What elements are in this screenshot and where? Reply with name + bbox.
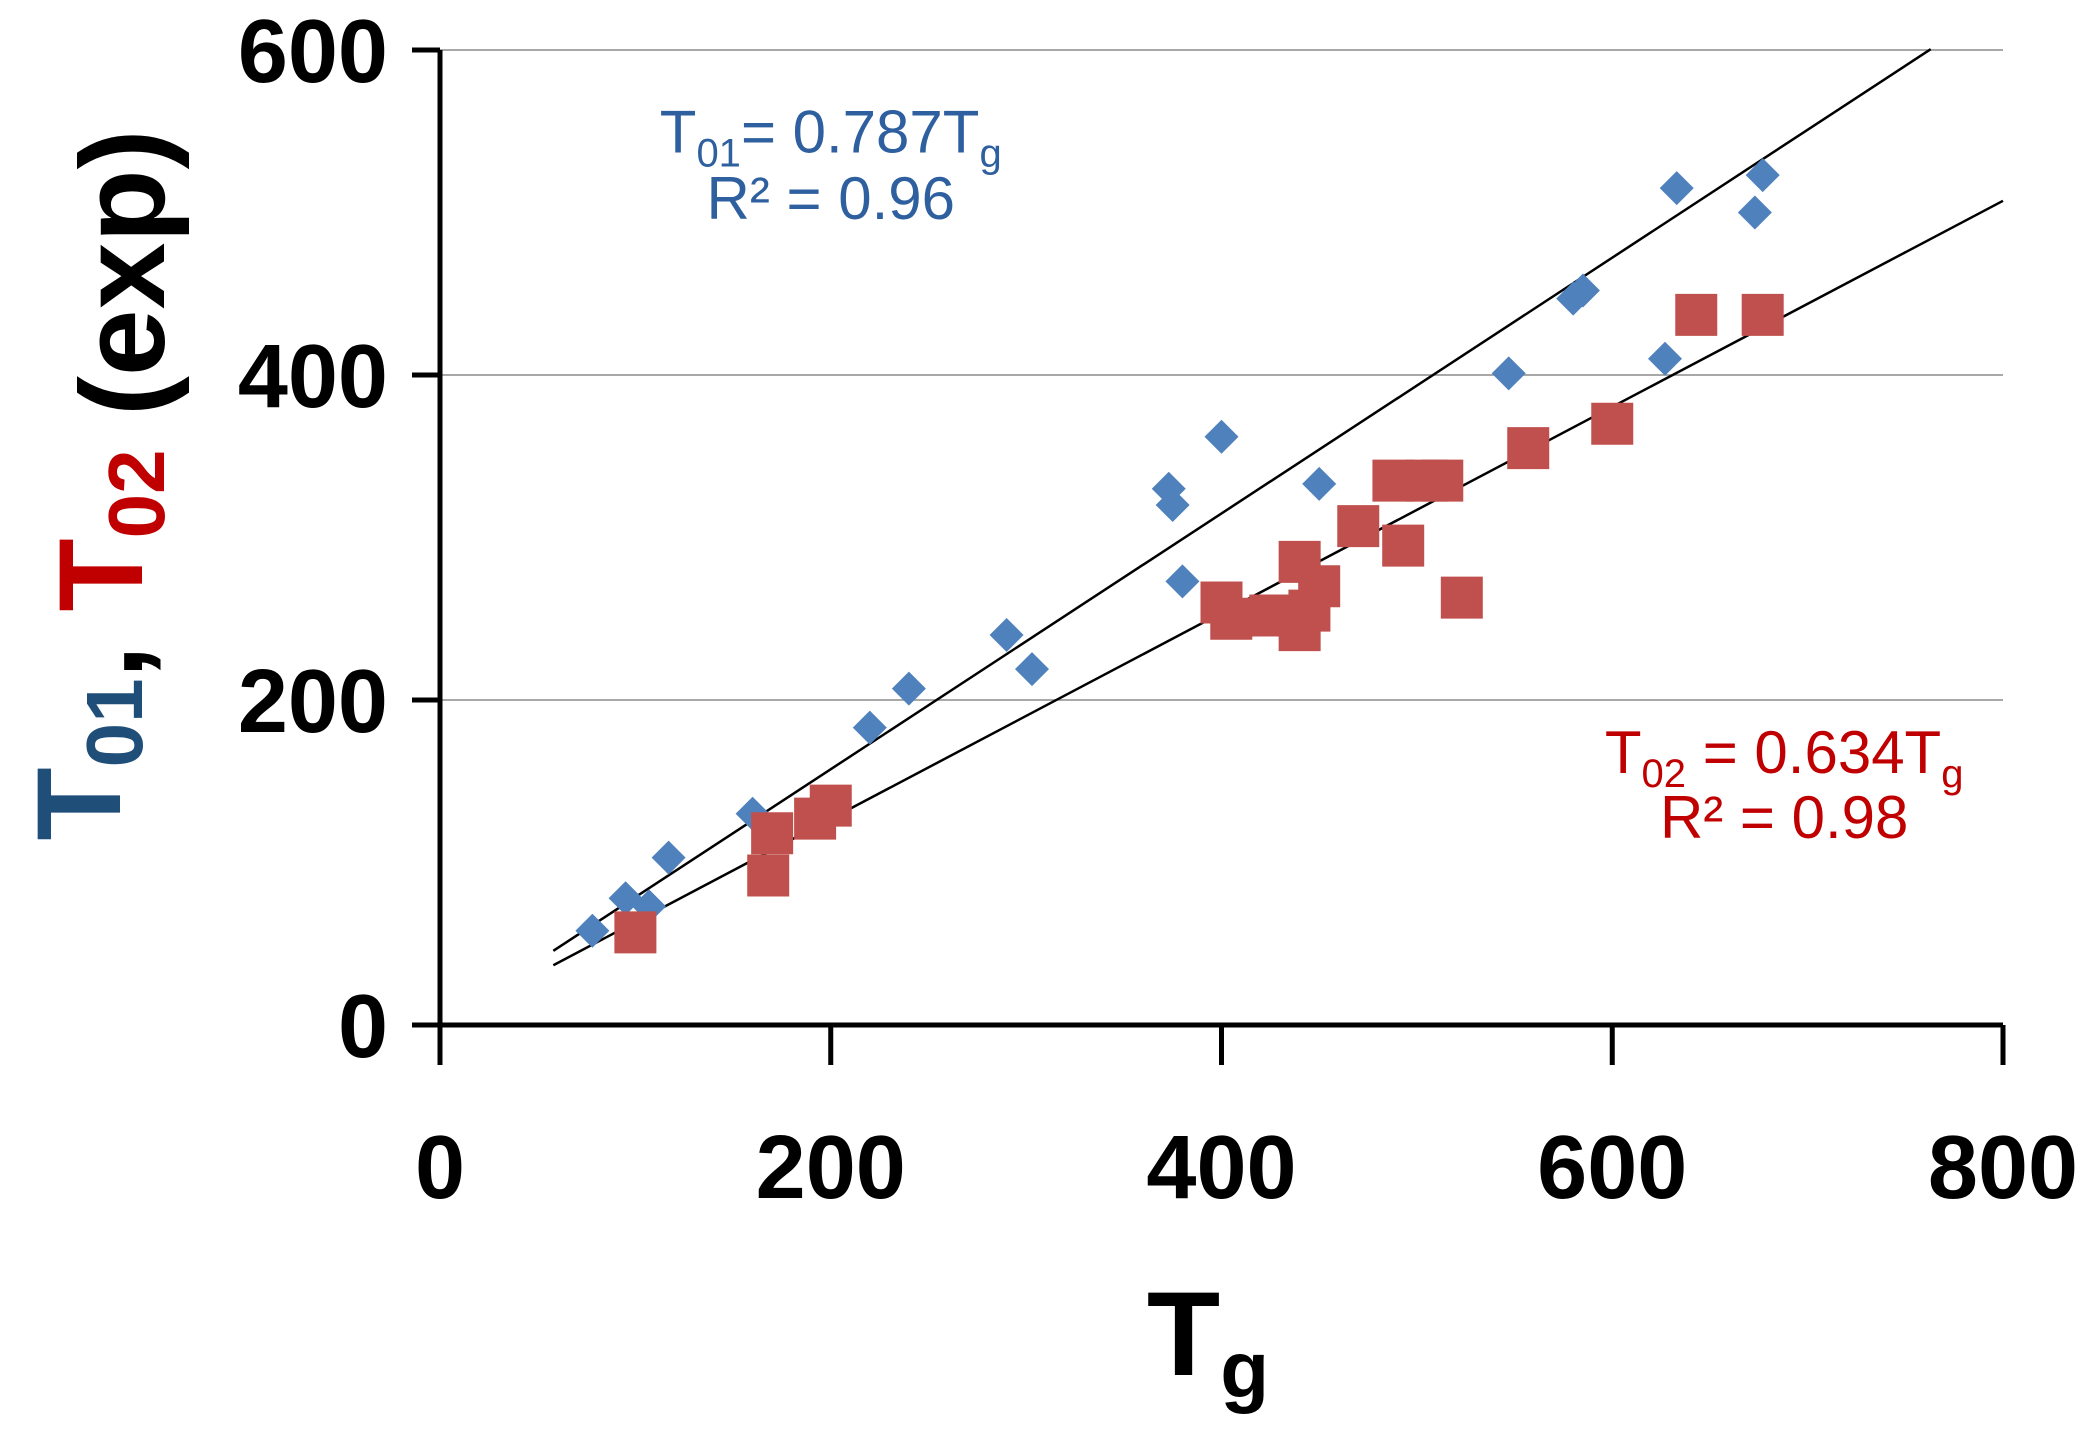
t01-point-8: [1014, 652, 1049, 687]
t02-point-4: [809, 784, 852, 827]
t02-point-0: [614, 911, 657, 954]
t01-point-6: [891, 671, 926, 706]
t01-point-12: [1204, 419, 1239, 454]
annotation-t02-equation: T02 = 0.634Tg: [1605, 719, 1964, 796]
gridlines: [440, 49, 2003, 701]
t02-point-12: [1337, 505, 1380, 548]
t01-point-11: [1165, 564, 1200, 599]
y-tick-label-600: 600: [238, 2, 388, 102]
t02-point-6: [1210, 597, 1253, 640]
x-tick-label-200: 200: [756, 1118, 906, 1218]
y-tick-label-200: 200: [238, 652, 388, 752]
t01-point-14: [1491, 356, 1526, 391]
t02-point-20: [1675, 293, 1718, 336]
t02-point-2: [751, 812, 794, 855]
t02-point-16: [1421, 459, 1464, 502]
y-tick-label-0: 0: [338, 977, 388, 1077]
t01-point-18: [1659, 171, 1694, 206]
t01-point-13: [1302, 466, 1337, 501]
x-tick-label-600: 600: [1537, 1118, 1687, 1218]
t01-point-16: [1565, 273, 1600, 308]
y-tick-label-400: 400: [238, 327, 388, 427]
t02-point-17: [1440, 576, 1483, 619]
t02-point-21: [1741, 293, 1784, 336]
tick-labels: 0 200 400 600 0 200 400 600 800: [238, 2, 2078, 1218]
annotation-t02-r2: R² = 0.98: [1660, 784, 1908, 851]
t01-point-17: [1648, 341, 1683, 376]
axes: [412, 47, 2006, 1065]
t01-point-10: [1155, 488, 1190, 522]
data-series: [575, 158, 1784, 954]
t01-point-19: [1737, 195, 1772, 230]
x-tick-label-800: 800: [1928, 1118, 2078, 1218]
t01-point-7: [989, 618, 1024, 652]
t01-point-3: [651, 840, 686, 875]
t02-point-14: [1382, 524, 1425, 567]
annotation-t01-equation: T01= 0.787Tg: [660, 98, 1002, 175]
y-axis-title: T01, T02 (exp): [12, 129, 190, 840]
x-tick-label-0: 0: [415, 1118, 465, 1218]
t01-point-20: [1745, 158, 1780, 193]
x-tick-label-400: 400: [1146, 1118, 1296, 1218]
t01-point-5: [852, 710, 887, 745]
t02-point-11: [1298, 565, 1341, 608]
t02-point-1: [747, 854, 790, 897]
t02-point-19: [1591, 402, 1634, 445]
annotation-t01-r2: R² = 0.96: [707, 165, 955, 232]
x-axis-title: Tg: [1147, 1267, 1269, 1414]
t02-point-18: [1507, 427, 1550, 470]
fit-line-1: [552, 48, 1932, 952]
t01-point-0: [575, 913, 610, 948]
